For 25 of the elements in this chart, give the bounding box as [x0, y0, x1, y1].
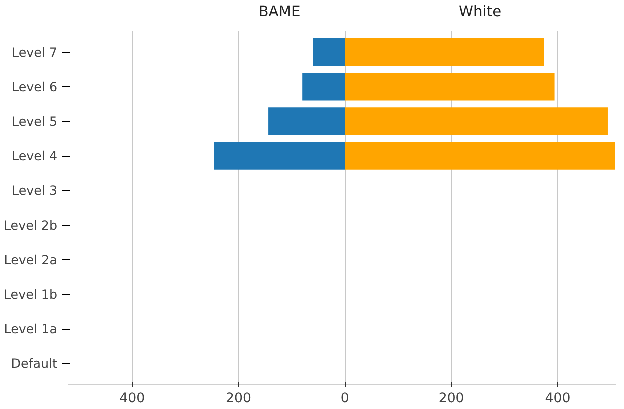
- series-label: BAME: [258, 4, 301, 20]
- bar: [313, 38, 346, 66]
- bar: [345, 108, 608, 136]
- series-label: White: [458, 4, 502, 20]
- y-tick-label: Level 5: [12, 114, 58, 129]
- bar: [345, 142, 616, 170]
- bar: [345, 73, 555, 101]
- bar: [345, 38, 544, 66]
- x-tick-label: 0: [340, 392, 350, 406]
- x-tick-label: 400: [120, 392, 146, 406]
- bar: [302, 73, 346, 101]
- bar: [268, 108, 346, 136]
- x-tick-label: 400: [545, 392, 571, 406]
- y-tick-label: Level 3: [12, 183, 58, 198]
- y-tick-label: Level 6: [12, 79, 58, 94]
- x-tick-label: 200: [438, 392, 464, 406]
- y-tick-label: Level 4: [12, 148, 58, 164]
- y-tick-label: Level 1a: [4, 322, 58, 337]
- y-tick-label: Level 7: [12, 44, 58, 60]
- y-tick-label: Level 1b: [4, 287, 58, 302]
- y-tick-label: Level 2a: [4, 252, 58, 268]
- y-tick-label: Default: [11, 356, 58, 372]
- y-tick-label: Level 2b: [4, 218, 58, 233]
- bar: [214, 142, 346, 170]
- x-tick-label: 200: [226, 392, 252, 406]
